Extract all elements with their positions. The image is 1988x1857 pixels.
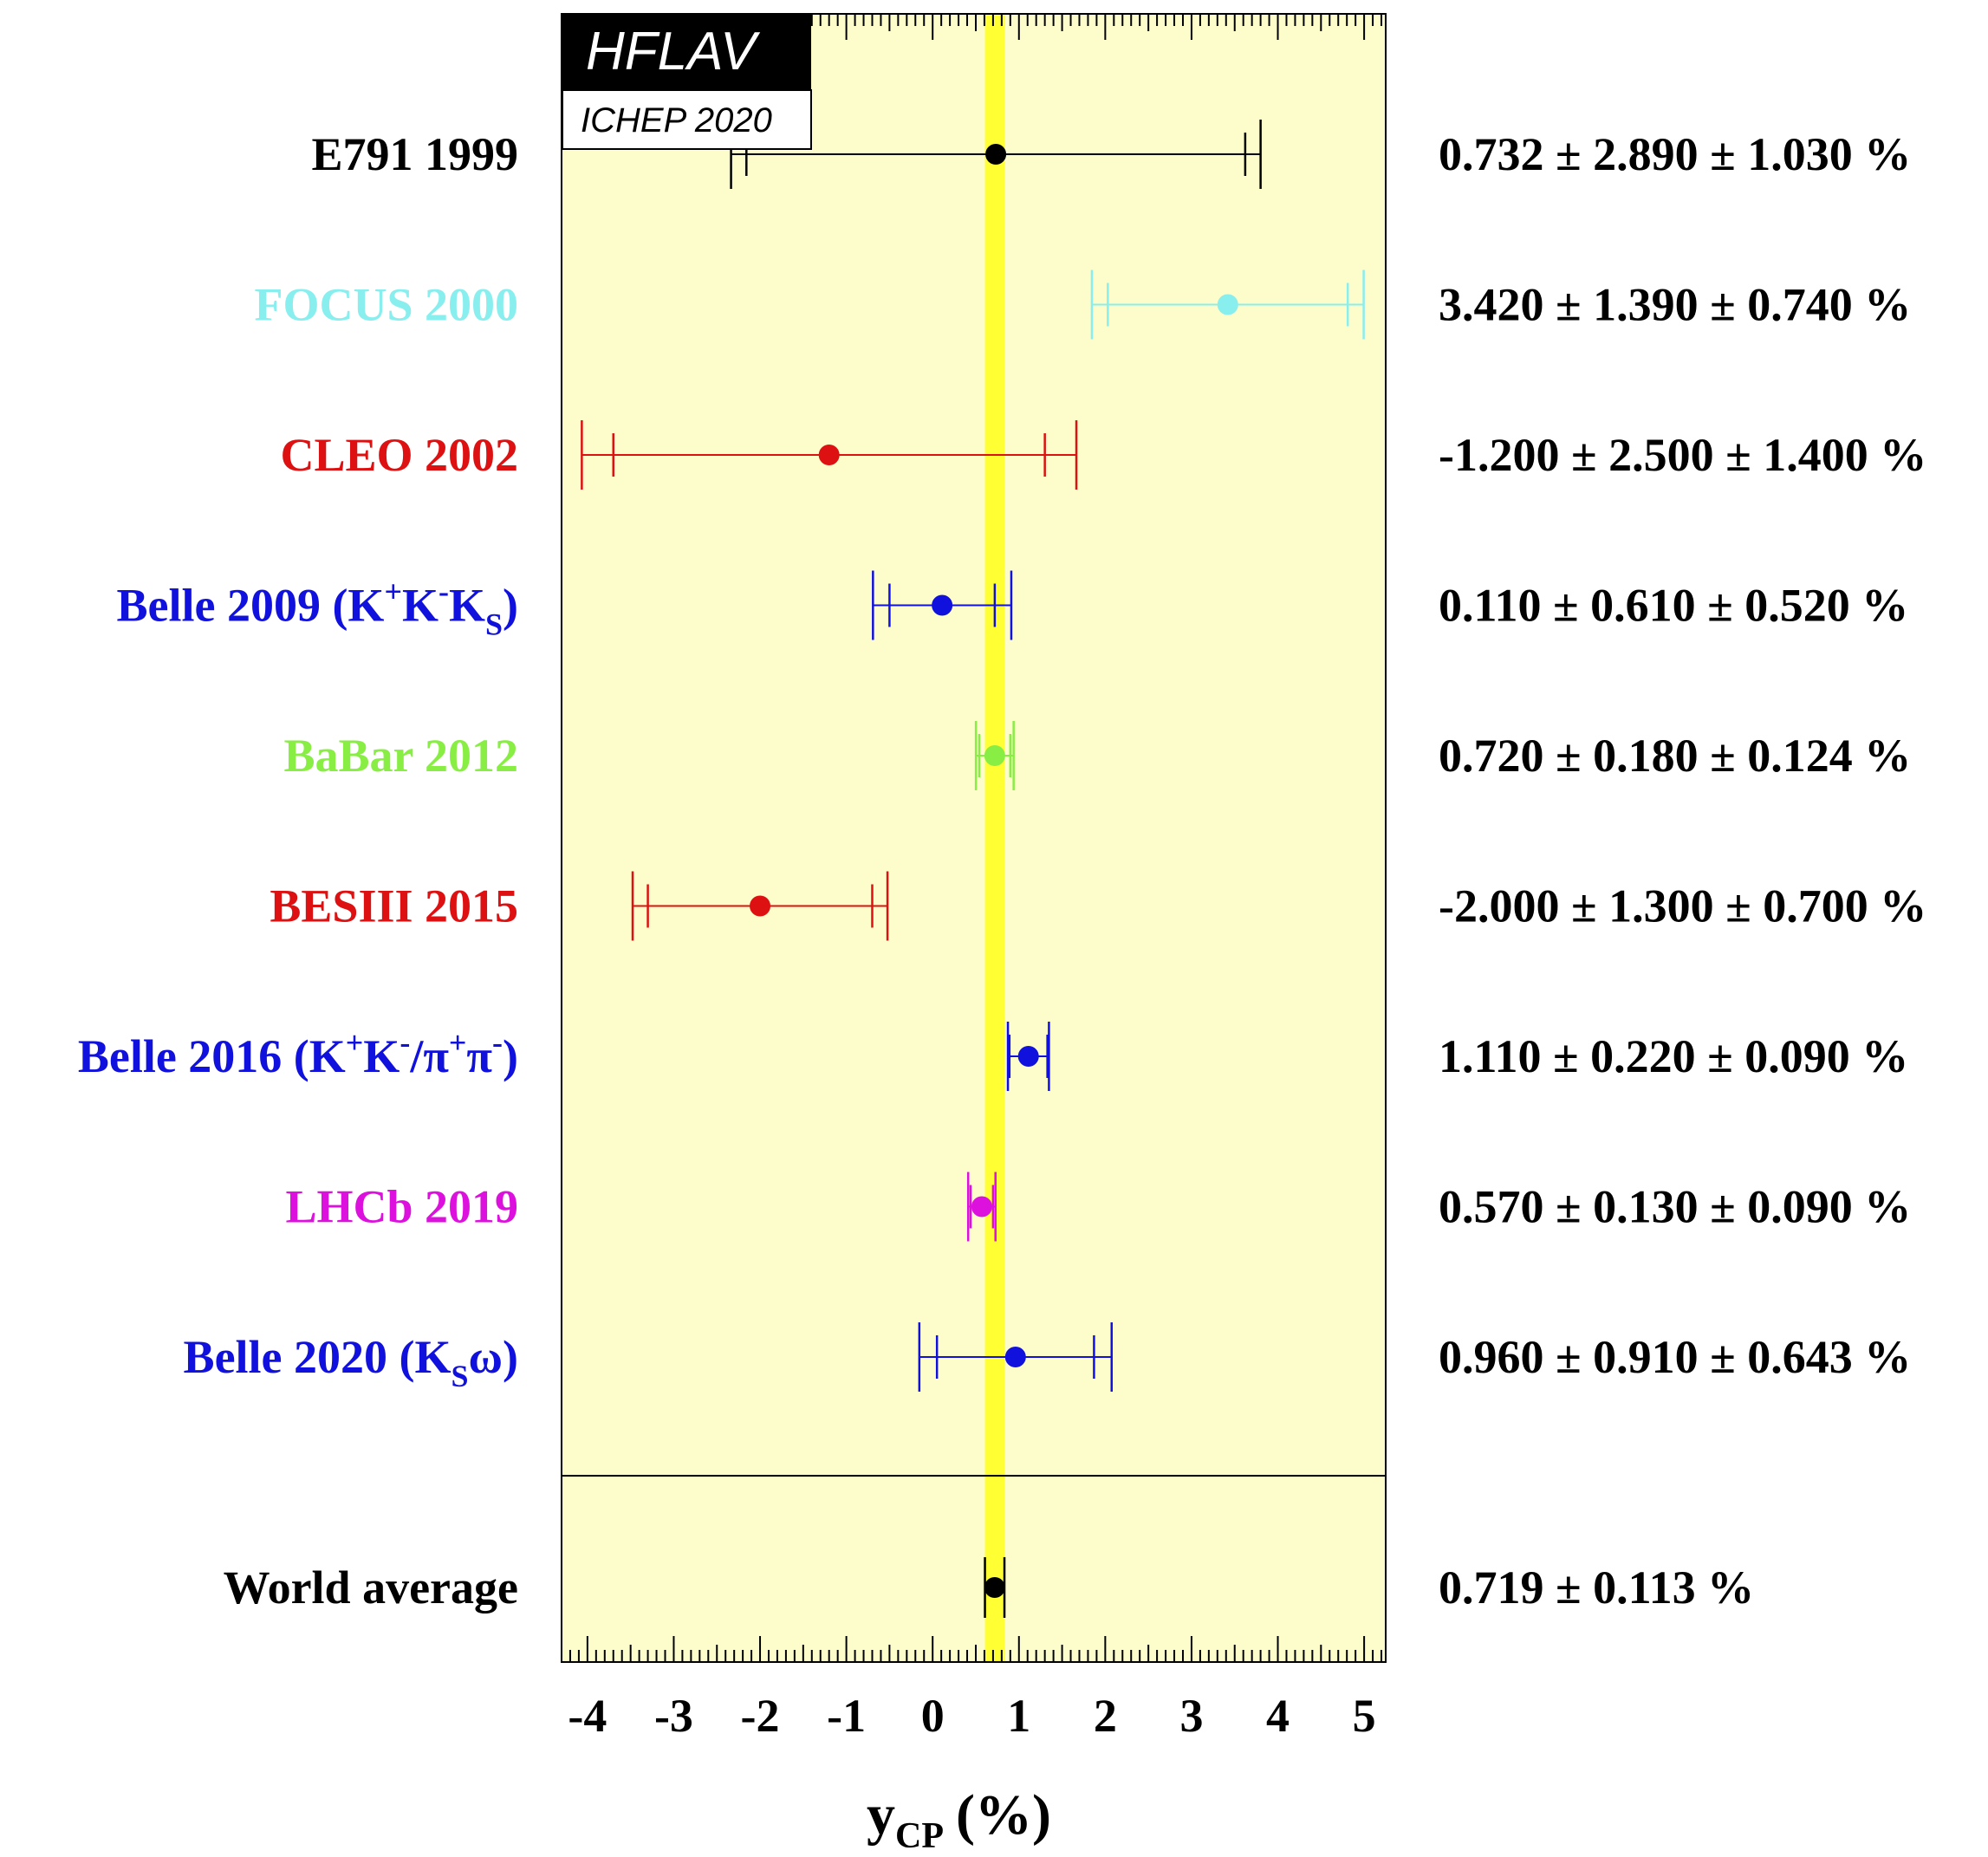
- label-part: ω): [469, 1331, 518, 1383]
- measurement-value: -1.200 ± 2.500 ± 1.400 %: [1439, 429, 1926, 481]
- label-part: S: [452, 1359, 469, 1393]
- label-part: K: [449, 580, 485, 632]
- x-tick-label: 1: [1007, 1690, 1030, 1742]
- measurement-label: Belle 2009 (K+K-KS): [116, 575, 518, 642]
- label-part: /π: [409, 1030, 449, 1082]
- measurement-label: BESIII 2015: [270, 880, 518, 932]
- average-value: 0.719 ± 0.113 %: [1439, 1562, 1754, 1614]
- label-part: Belle 2016 (K: [78, 1030, 346, 1082]
- measurement-value: 0.110 ± 0.610 ± 0.520 %: [1439, 580, 1908, 632]
- measurement-label: Belle 2016 (K+K-/π+π-): [78, 1025, 518, 1082]
- badge-subtitle: ICHEP 2020: [581, 101, 772, 140]
- badge-title: HFLAV: [586, 22, 761, 81]
- measurement-value: 0.960 ± 0.910 ± 0.643 %: [1439, 1331, 1911, 1383]
- measurement-label: E791 1999: [311, 128, 518, 180]
- x-tick-label: 4: [1266, 1690, 1290, 1742]
- measurement-value: 0.720 ± 0.180 ± 0.124 %: [1439, 730, 1911, 782]
- label-part: +: [384, 575, 402, 609]
- data-point: [1217, 294, 1238, 315]
- x-axis-title-main: y: [867, 1783, 895, 1847]
- x-tick-label: -1: [827, 1690, 866, 1742]
- badge-bottom: [562, 89, 812, 150]
- average-label: World average: [224, 1562, 518, 1614]
- x-tick-labels: -4 -3 -2 -1 0 1 2 3 4 5: [568, 1690, 1375, 1742]
- data-point: [1004, 1347, 1026, 1367]
- x-tick-label: 3: [1179, 1690, 1203, 1742]
- label-part: -: [492, 1025, 503, 1060]
- measurement-value: 0.570 ± 0.130 ± 0.090 %: [1439, 1181, 1911, 1233]
- badge-top: [562, 14, 811, 90]
- measurement-labels: E791 1999 FOCUS 2000 CLEO 2002 Belle 2009 (…: [78, 128, 518, 1614]
- x-tick-label: 2: [1094, 1690, 1117, 1742]
- measurement-label: LHCb 2019: [285, 1181, 518, 1233]
- measurement-values: 0.732 ± 2.890 ± 1.030 % 3.420 ± 1.390 ± 0…: [1439, 128, 1926, 1614]
- label-part: ): [503, 1030, 518, 1082]
- label-part: K: [402, 580, 439, 632]
- label-part: -: [439, 575, 449, 609]
- plot-frame: [561, 13, 1387, 1663]
- data-point: [932, 594, 953, 616]
- data-point: [818, 445, 840, 465]
- label-part: Belle 2020 (K: [184, 1331, 452, 1383]
- measurement-label: BaBar 2012: [283, 730, 518, 782]
- x-axis-title: yCP (%): [867, 1783, 1051, 1856]
- measurement-value: 3.420 ± 1.390 ± 0.740 %: [1439, 279, 1911, 331]
- x-tick-label: -4: [568, 1690, 607, 1742]
- x-axis-ticks: [561, 14, 1383, 1662]
- x-tick-label: 5: [1353, 1690, 1376, 1742]
- data-point: [971, 1196, 992, 1217]
- measurement-value: -2.000 ± 1.300 ± 0.700 %: [1439, 880, 1926, 932]
- x-tick-label: 0: [921, 1690, 945, 1742]
- label-part: ): [503, 580, 518, 632]
- label-part: +: [346, 1025, 364, 1060]
- label-part: K: [363, 1030, 400, 1082]
- hflav-badge: HFLAV ICHEP 2020: [562, 14, 812, 150]
- measurement-label: Belle 2020 (KSω): [184, 1331, 518, 1393]
- x-axis-title-sub: CP: [895, 1816, 944, 1856]
- x-tick-label: -2: [741, 1690, 780, 1742]
- data-point: [750, 895, 771, 917]
- x-tick-label: -3: [654, 1690, 693, 1742]
- label-part: π: [466, 1030, 492, 1082]
- measurement-value: 0.732 ± 2.890 ± 1.030 %: [1439, 128, 1911, 180]
- measurement-label: FOCUS 2000: [254, 279, 518, 331]
- label-part: S: [485, 607, 503, 642]
- measurement-value: 1.110 ± 0.220 ± 0.090 %: [1439, 1030, 1908, 1082]
- data-point: [985, 144, 1007, 165]
- measurement-label: CLEO 2002: [280, 429, 518, 481]
- x-axis-title-unit: (%): [956, 1783, 1051, 1847]
- data-point: [984, 745, 1005, 766]
- data-point: [1017, 1046, 1039, 1067]
- data-point: [984, 1577, 1005, 1598]
- label-part: -: [400, 1025, 410, 1060]
- label-part: +: [449, 1025, 467, 1060]
- world-average-band: [984, 14, 1005, 1662]
- label-part: Belle 2009 (K: [116, 580, 384, 632]
- plot-background: [562, 14, 1386, 1662]
